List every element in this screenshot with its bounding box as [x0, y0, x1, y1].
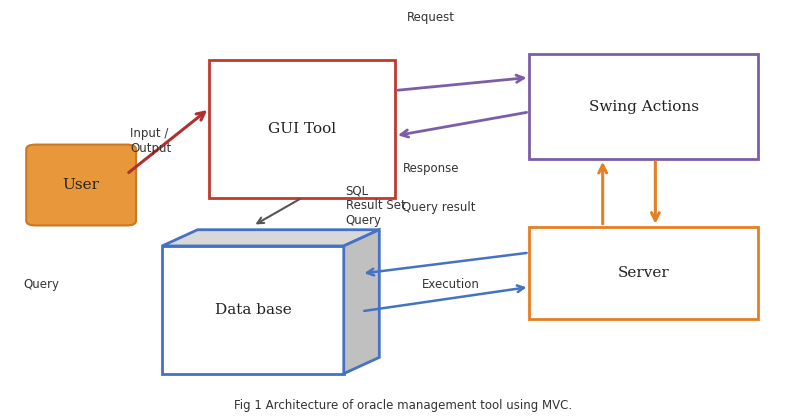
Text: Input /
Output: Input / Output [131, 127, 172, 156]
Text: Data base: Data base [214, 303, 291, 317]
Polygon shape [343, 230, 380, 374]
FancyBboxPatch shape [27, 145, 136, 225]
Text: GUI Tool: GUI Tool [268, 122, 336, 136]
Bar [210, 60, 395, 198]
Text: Query: Query [24, 278, 60, 291]
Text: SQL
Result Set
Query: SQL Result Set Query [346, 184, 405, 228]
Text: Server: Server [618, 266, 670, 280]
Text: Fig 1 Architecture of oracle management tool using MVC.: Fig 1 Architecture of oracle management … [234, 399, 572, 412]
Bar [162, 246, 343, 374]
Text: Swing Actions: Swing Actions [589, 100, 699, 114]
Text: Response: Response [402, 162, 459, 175]
Text: Execution: Execution [422, 278, 480, 291]
Text: User: User [63, 178, 100, 192]
Text: Request: Request [407, 11, 455, 24]
Bar [530, 227, 758, 319]
Text: Query result: Query result [402, 201, 476, 214]
Polygon shape [162, 230, 380, 246]
Bar [530, 54, 758, 159]
